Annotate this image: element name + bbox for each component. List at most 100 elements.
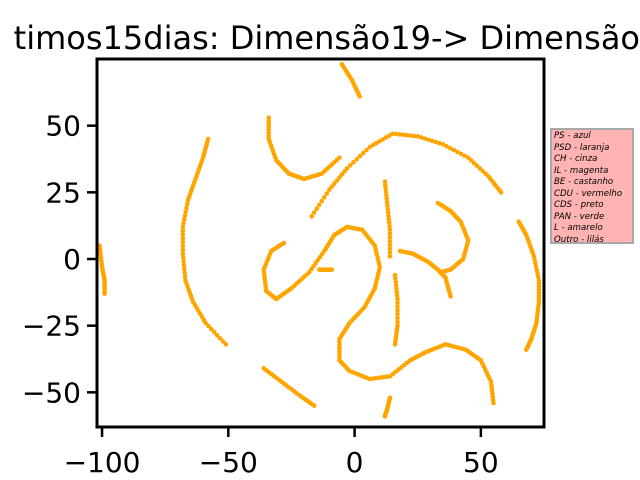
data-point xyxy=(384,199,390,205)
data-point xyxy=(214,332,220,338)
legend-entry-l: L - amarelo xyxy=(554,223,603,233)
data-point xyxy=(183,209,189,215)
legend-entry-ps: PS - azul xyxy=(554,131,591,141)
data-point xyxy=(387,395,393,400)
data-point xyxy=(393,279,399,285)
data-point xyxy=(392,272,398,278)
data-point xyxy=(182,266,187,272)
data-point xyxy=(180,224,186,230)
data-point xyxy=(182,213,188,218)
data-point xyxy=(316,202,322,208)
data-point xyxy=(206,323,211,329)
data-point xyxy=(180,255,186,260)
data-point xyxy=(319,198,325,204)
data-point xyxy=(444,143,449,149)
data-point xyxy=(184,205,189,211)
data-point xyxy=(394,293,400,298)
data-point xyxy=(387,242,393,248)
data-point xyxy=(180,251,186,256)
x-tick-label: −100 xyxy=(64,446,141,479)
x-tick-label: −50 xyxy=(199,446,258,479)
data-point xyxy=(324,191,330,196)
data-point xyxy=(395,319,400,325)
x-axis: −100 −50 0 50 xyxy=(64,427,499,479)
data-point xyxy=(387,227,393,232)
data-point xyxy=(385,210,391,215)
data-point xyxy=(395,304,400,309)
data-point xyxy=(395,315,400,321)
data-point xyxy=(395,300,400,306)
data-point xyxy=(329,267,335,272)
data-point xyxy=(387,238,393,244)
chart-title: timos15dias: Dimensão19-> Dimensão xyxy=(14,19,640,57)
data-point xyxy=(480,168,485,174)
data-point xyxy=(180,232,186,237)
y-axis: 50 25 0 −25 −50 xyxy=(22,110,97,409)
y-tick-label: −25 xyxy=(22,310,81,343)
data-point xyxy=(395,311,400,317)
data-point xyxy=(180,239,186,245)
data-point xyxy=(426,137,431,143)
data-point xyxy=(411,133,417,139)
data-point xyxy=(491,400,496,406)
x-tick-label: 50 xyxy=(463,446,499,479)
data-point xyxy=(468,158,474,163)
data-point xyxy=(387,250,393,255)
data-point xyxy=(385,206,391,212)
data-point xyxy=(394,286,399,292)
data-point xyxy=(311,403,317,408)
data-point xyxy=(392,342,398,347)
data-point xyxy=(337,175,342,180)
data-point xyxy=(211,329,217,335)
data-point xyxy=(314,206,320,212)
data-point xyxy=(203,320,208,326)
legend-entry-ch: CH - cinza xyxy=(554,154,598,164)
data-point xyxy=(393,276,398,281)
data-point xyxy=(386,217,392,222)
data-point xyxy=(281,240,287,246)
data-point xyxy=(383,189,389,195)
data-point xyxy=(181,220,186,226)
data-point xyxy=(347,162,353,168)
data-point xyxy=(438,270,443,275)
data-point xyxy=(102,291,107,296)
data-point xyxy=(394,289,400,295)
data-point xyxy=(386,220,392,226)
legend-entry-il: IL - magenta xyxy=(554,165,609,176)
data-point xyxy=(387,223,392,229)
y-tick-label: −50 xyxy=(22,376,81,409)
data-point xyxy=(384,193,389,198)
x-tick-label: 0 xyxy=(346,446,364,479)
data-point xyxy=(357,153,363,159)
legend-entry-cdu: CDU - vermelho xyxy=(554,188,623,199)
data-point xyxy=(451,147,457,153)
y-tick-label: 50 xyxy=(45,110,81,143)
data-point xyxy=(477,166,483,171)
data-point xyxy=(465,155,471,160)
data-point xyxy=(408,133,413,138)
data-point xyxy=(455,149,460,155)
data-point xyxy=(217,335,223,341)
data-point xyxy=(184,201,190,207)
data-point xyxy=(180,243,186,249)
data-point xyxy=(471,160,477,166)
data-point xyxy=(534,267,540,273)
data-point xyxy=(458,151,464,157)
data-point xyxy=(400,132,406,138)
data-point xyxy=(364,147,369,153)
data-point xyxy=(395,308,400,313)
data-point xyxy=(387,246,393,252)
y-tick-label: 0 xyxy=(63,243,81,276)
data-point xyxy=(387,231,393,236)
data-point xyxy=(433,139,439,145)
data-point xyxy=(415,134,421,139)
data-point xyxy=(531,254,537,259)
legend-entry-outro: Outro - lilás xyxy=(554,234,604,245)
data-point xyxy=(535,274,541,280)
legend-entry-be: BE - castanho xyxy=(554,177,614,187)
data-point xyxy=(533,264,539,269)
data-point xyxy=(390,131,395,136)
data-point xyxy=(182,217,187,222)
data-point xyxy=(383,186,388,191)
